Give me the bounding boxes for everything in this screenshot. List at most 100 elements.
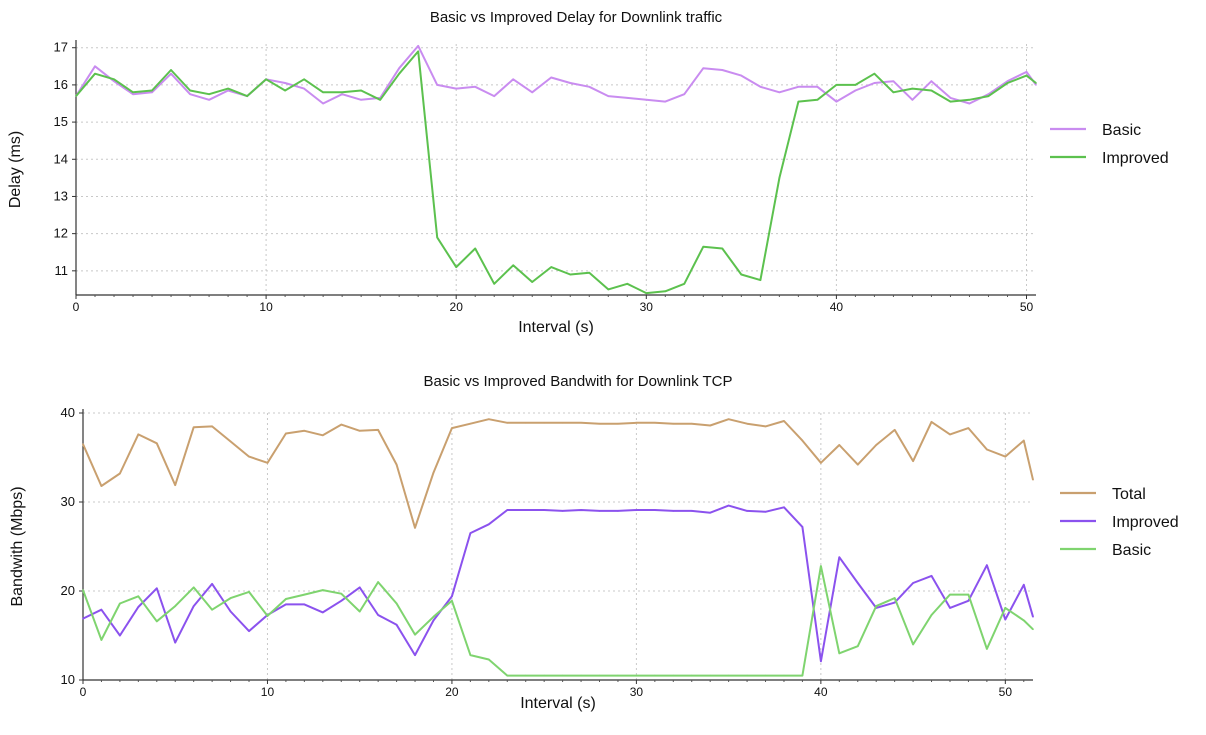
- delay-point-basic: [702, 67, 705, 69]
- bandwidth-point-basic: [524, 674, 527, 677]
- bandwidth-point-basic: [746, 674, 748, 677]
- delay-point-basic: [170, 72, 172, 75]
- bandwidth-chart-panel: 0 10 20 30 40 50 10 20 30 40 Basic vs Improved Ban…: [0, 362, 1206, 730]
- delay-chart-title: Basic vs Improved Delay for Downlink tra…: [430, 9, 723, 26]
- bandwidth-point-basic: [801, 674, 804, 677]
- delay-point-improved: [987, 95, 990, 97]
- bandwidth-point-total: [598, 422, 601, 425]
- delay-x-tick-label: 30: [640, 300, 654, 314]
- bandwidth-point-total: [155, 442, 158, 445]
- bandwidth-point-total: [377, 429, 379, 431]
- delay-point-basic: [512, 78, 515, 81]
- bandwidth-point-improved: [783, 506, 785, 509]
- delay-point-basic: [474, 85, 477, 88]
- bandwidth-legend: Total Improved Basic: [1060, 486, 1179, 559]
- delay-point-improved: [816, 98, 819, 101]
- delay-point-basic: [740, 74, 743, 77]
- delay-point-improved: [949, 100, 952, 103]
- delay-point-improved: [930, 89, 933, 92]
- delay-point-basic: [189, 93, 191, 95]
- delay-point-improved: [436, 236, 438, 239]
- bandwidth-point-total: [930, 421, 933, 423]
- bandwidth-point-total: [248, 455, 250, 458]
- bandwidth-point-basic: [266, 615, 269, 617]
- delay-point-basic: [778, 91, 781, 94]
- delay-point-improved: [417, 50, 419, 53]
- bandwidth-point-basic: [654, 674, 656, 677]
- bandwidth-point-basic: [1032, 628, 1034, 631]
- delay-grid: [76, 44, 1036, 295]
- delay-point-basic: [816, 85, 819, 88]
- delay-point-basic: [854, 89, 857, 92]
- delay-point-improved: [398, 72, 400, 75]
- delay-point-improved: [873, 72, 876, 75]
- bandwidth-point-total: [783, 420, 785, 422]
- bandwidth-point-improved: [451, 595, 453, 598]
- bandwidth-point-total: [211, 425, 213, 428]
- delay-point-basic: [531, 91, 534, 94]
- delay-x-tick-label: 0: [73, 300, 80, 314]
- delay-y-axis-label: Delay (ms): [7, 131, 24, 208]
- bandwidth-point-basic: [820, 565, 822, 567]
- bandwidth-point-total: [137, 433, 140, 436]
- bandwidth-point-basic: [1022, 619, 1025, 622]
- delay-point-basic: [987, 93, 990, 95]
- delay-point-improved: [740, 273, 743, 276]
- delay-point-basic: [664, 100, 667, 103]
- delay-point-basic: [835, 100, 838, 103]
- bandwidth-point-basic: [893, 597, 896, 599]
- bandwidth-point-basic: [192, 586, 195, 589]
- delay-point-improved: [721, 247, 724, 250]
- bandwidth-point-basic: [764, 674, 767, 677]
- delay-point-basic: [873, 82, 876, 84]
- bandwidth-point-basic: [248, 591, 250, 593]
- bandwidth-legend-label-total: Total: [1112, 486, 1146, 503]
- delay-point-improved: [189, 89, 191, 92]
- bandwidth-point-total: [986, 448, 988, 451]
- bandwidth-point-total: [912, 460, 914, 462]
- bandwidth-point-total: [395, 463, 398, 466]
- bandwidth-point-total: [561, 421, 564, 424]
- delay-point-improved: [94, 72, 96, 75]
- bandwidth-point-total: [875, 444, 878, 446]
- delay-point-improved: [968, 98, 971, 101]
- delay-point-basic: [968, 102, 971, 105]
- delay-line-basic: [75, 44, 1037, 105]
- delay-point-improved: [151, 89, 153, 92]
- bandwidth-point-total: [1022, 439, 1025, 442]
- bandwidth-point-improved: [469, 532, 472, 534]
- bandwidth-point-total: [524, 421, 527, 424]
- bandwidth-point-total: [856, 463, 859, 466]
- bandwidth-point-improved: [524, 509, 527, 511]
- delay-x-tick-label: 20: [450, 300, 464, 314]
- delay-y-tick-label: 16: [54, 77, 68, 92]
- bandwidth-legend-label-improved: Improved: [1112, 514, 1179, 531]
- delay-point-improved: [683, 283, 686, 285]
- delay-point-basic: [892, 80, 895, 82]
- bandwidth-point-basic: [617, 674, 619, 677]
- bandwidth-point-total: [635, 421, 638, 424]
- delay-point-basic: [949, 97, 952, 99]
- delay-legend-label-basic: Basic: [1102, 122, 1141, 139]
- bandwidth-point-basic: [211, 608, 213, 611]
- delay-point-basic: [493, 95, 496, 97]
- delay-point-improved: [75, 95, 77, 97]
- delay-x-tick-label: 50: [1020, 300, 1034, 314]
- bandwidth-point-improved: [322, 611, 324, 614]
- delay-point-improved: [607, 288, 610, 291]
- bandwidth-x-tick-label: 20: [445, 685, 459, 699]
- bandwidth-point-total: [801, 439, 804, 442]
- delay-point-improved: [132, 91, 134, 94]
- bandwidth-point-total: [893, 429, 896, 431]
- bandwidth-point-basic: [856, 645, 859, 647]
- bandwidth-point-total: [580, 421, 582, 424]
- delay-point-basic: [151, 91, 153, 94]
- delay-point-improved: [1025, 74, 1028, 77]
- bandwidth-point-basic: [340, 592, 343, 595]
- bandwidth-point-total: [506, 421, 509, 424]
- bandwidth-x-axis-label: Interval (s): [520, 695, 596, 712]
- delay-point-basic: [550, 76, 553, 79]
- bandwidth-point-improved: [488, 523, 490, 526]
- bandwidth-point-total: [838, 444, 841, 446]
- delay-ticks: 0 10 20 30 40 50 11 12 13 14 15 16 17: [54, 40, 1034, 314]
